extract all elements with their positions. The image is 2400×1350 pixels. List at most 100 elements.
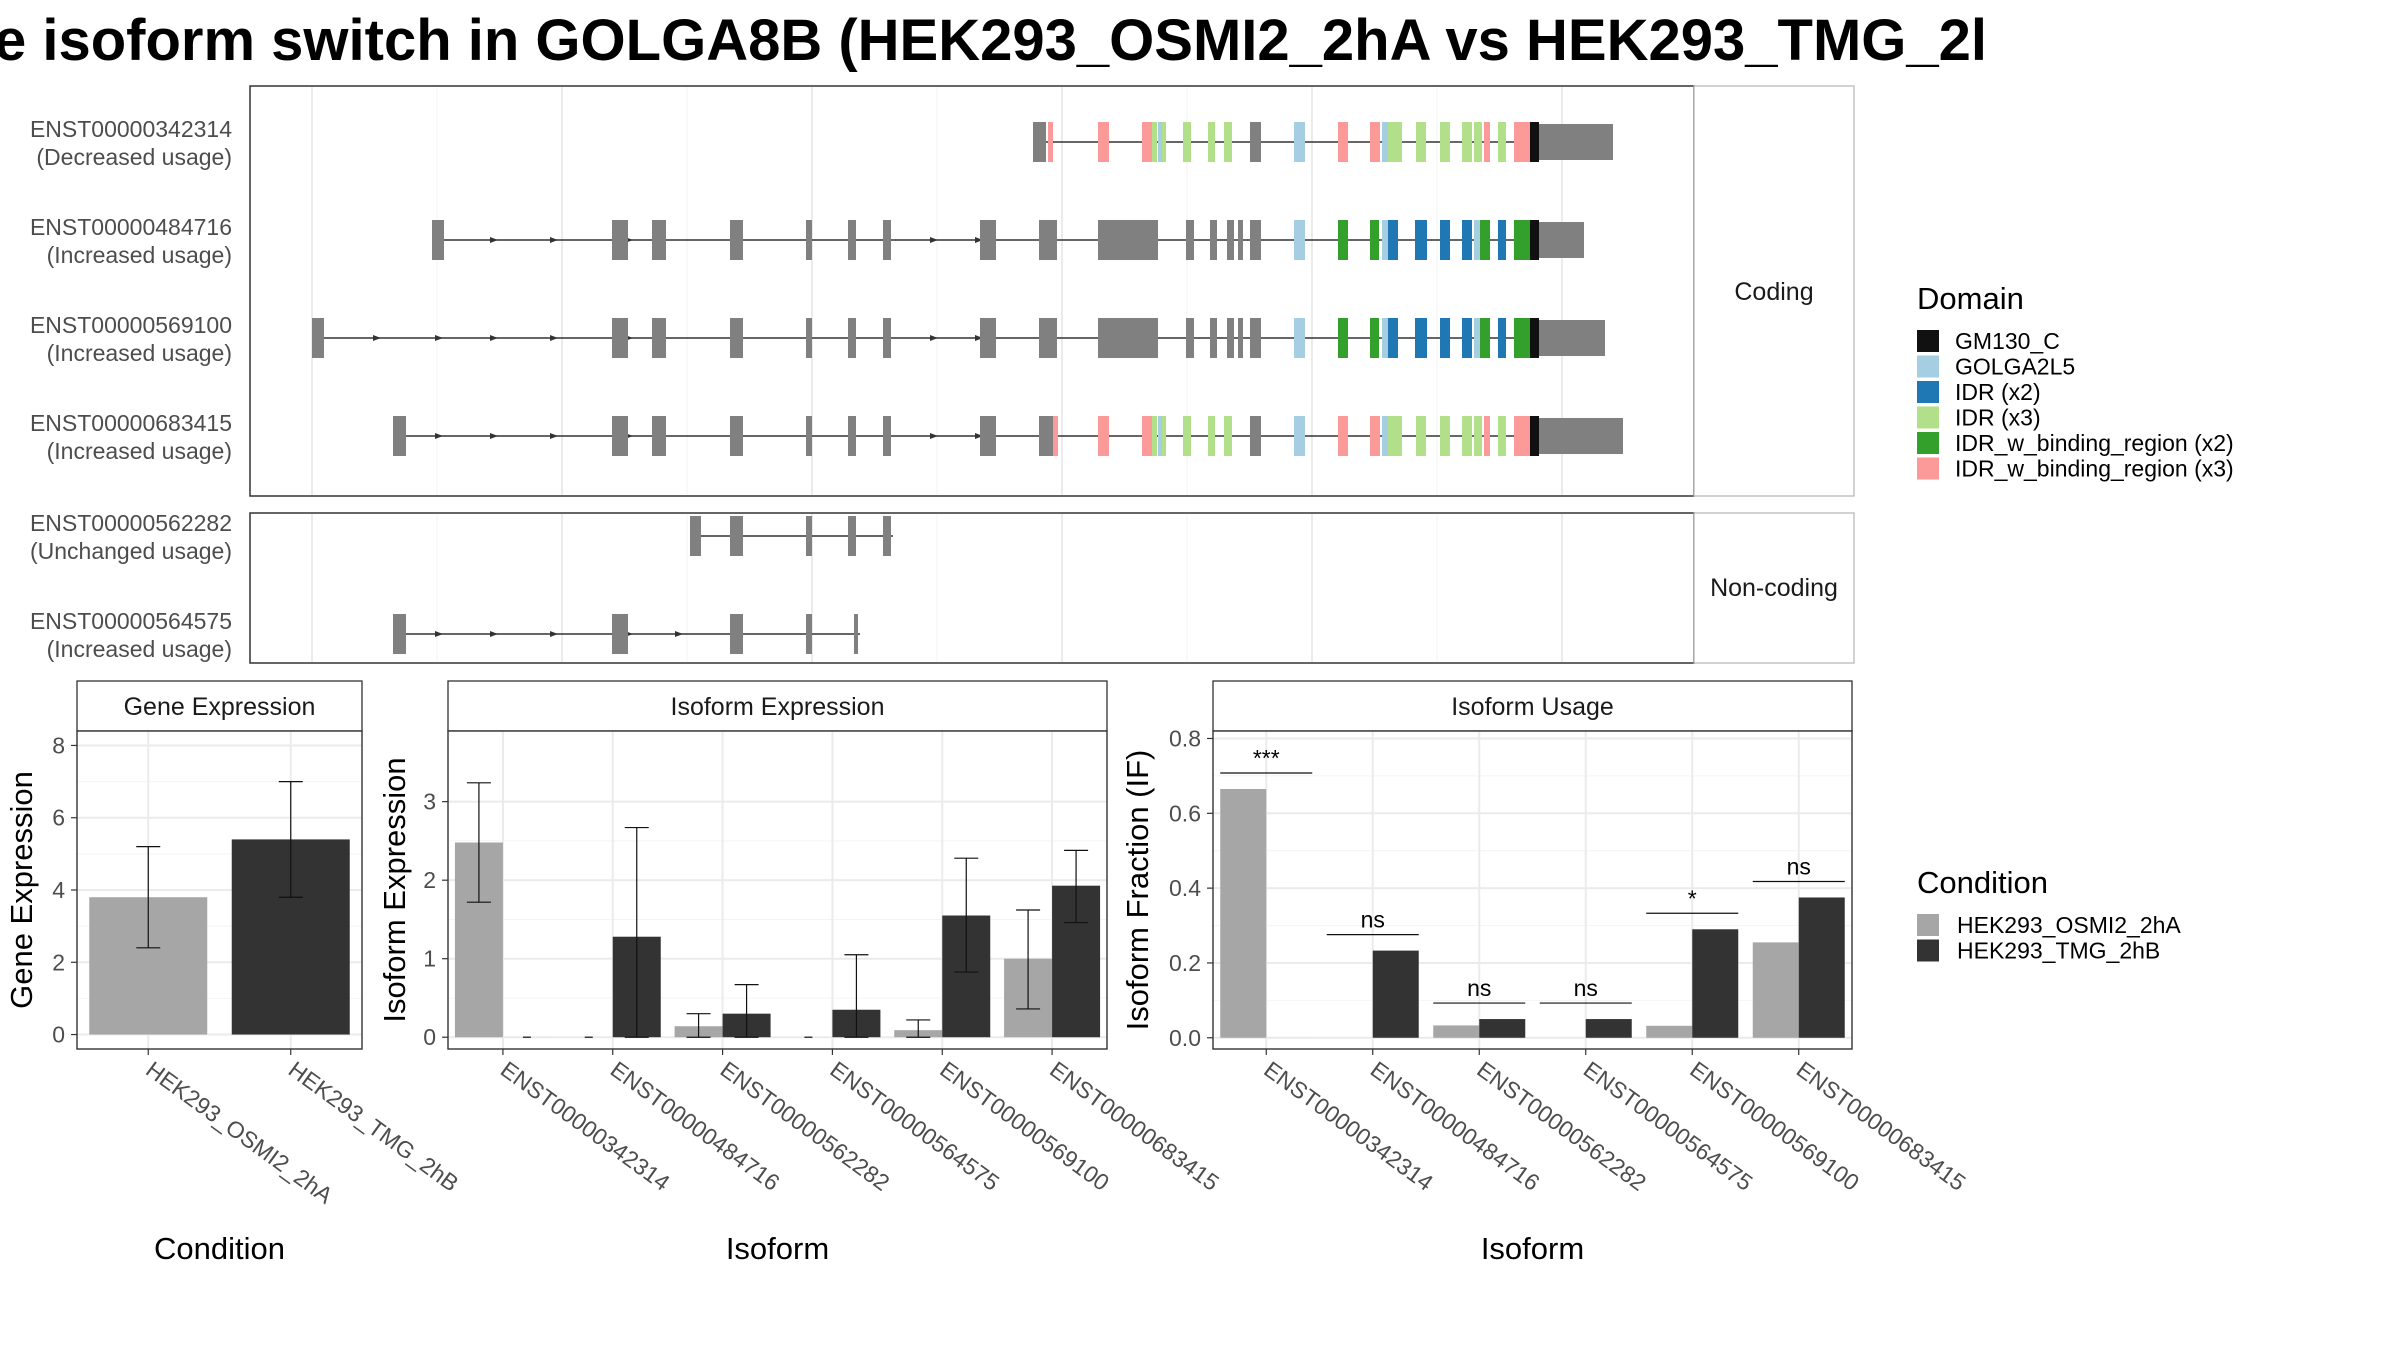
domain-exon <box>1294 220 1305 260</box>
plot-border <box>76 730 363 1050</box>
domain-exon <box>1053 416 1058 456</box>
transcript-usage-label: (Increased usage) <box>47 242 232 268</box>
figure-title: e isoform switch in GOLGA8B (HEK293_OSMI… <box>0 8 1987 73</box>
utr-exon <box>690 516 701 556</box>
utr-exon <box>612 416 628 456</box>
y-tick-label: 4 <box>52 877 65 903</box>
domain-exon <box>1370 122 1380 162</box>
domain-exon <box>1498 416 1506 456</box>
utr-exon <box>848 416 856 456</box>
bar <box>1220 788 1267 1038</box>
strand-arrow <box>490 433 498 439</box>
domain-exon <box>1416 122 1426 162</box>
utr-exon <box>883 318 891 358</box>
strand-arrow <box>550 237 558 243</box>
domain-exon <box>1370 220 1379 260</box>
isoform-expression-chart: Isoform Expression0123ENST00000342314ENS… <box>377 680 1224 1266</box>
coding-exon <box>1539 418 1623 454</box>
utr-exon <box>806 614 812 654</box>
domain-exon <box>1294 416 1305 456</box>
transcript-usage-label: (Decreased usage) <box>36 144 232 170</box>
bar <box>1752 942 1799 1038</box>
domain-exon <box>1370 416 1380 456</box>
utr-exon <box>312 318 324 358</box>
chart-title: Isoform Usage <box>1451 693 1614 721</box>
utr-exon <box>1039 220 1057 260</box>
domain-legend-label: IDR (x3) <box>1955 405 2041 431</box>
domain-exon <box>1208 122 1215 162</box>
plot-area <box>1213 731 1852 1049</box>
domain-exon <box>1474 220 1480 260</box>
y-axis-title: Gene Expression <box>4 771 39 1009</box>
domain-exon <box>1224 122 1232 162</box>
domain-exon <box>1440 416 1450 456</box>
condition-legend-label: HEK293_TMG_2hB <box>1957 938 2160 964</box>
utr-exon <box>806 416 812 456</box>
chart-strip <box>447 680 1108 732</box>
domain-exon <box>1338 318 1348 358</box>
domain-exon <box>1370 318 1379 358</box>
transcript-track-ENST00000569100 <box>312 318 1605 358</box>
coding-exon <box>1539 124 1613 160</box>
y-tick-label: 3 <box>423 789 436 815</box>
domain-exon <box>1388 318 1398 358</box>
domain-exon <box>1388 416 1402 456</box>
domain-exon <box>1498 220 1506 260</box>
plot-border <box>447 730 1108 1050</box>
utr-exon <box>806 318 812 358</box>
y-tick-label: 0 <box>52 1022 65 1048</box>
coding-exon <box>1250 416 1261 456</box>
strand-arrow <box>373 335 381 341</box>
utr-exon <box>1227 318 1234 358</box>
utr-exon <box>393 614 406 654</box>
noncoding-strip-label: Non-coding <box>1710 574 1838 602</box>
transcript-id-label: ENST00000683415 <box>30 410 232 436</box>
y-tick-label: 8 <box>52 732 65 758</box>
utr-exon <box>1186 318 1194 358</box>
condition-legend-key <box>1917 914 1939 936</box>
domain-exon <box>1484 122 1490 162</box>
utr-exon <box>806 220 812 260</box>
y-tick-label: 0.6 <box>1169 800 1201 826</box>
utr-exon <box>883 220 891 260</box>
domain-exon <box>1382 318 1388 358</box>
domain-exon <box>1382 220 1388 260</box>
domain-exon <box>1162 122 1166 162</box>
domain-exon <box>1474 416 1482 456</box>
utr-exon <box>432 220 444 260</box>
domain-exon <box>1514 318 1530 358</box>
domain-exon <box>1514 416 1530 456</box>
domain-exon <box>1514 122 1530 162</box>
transcript-tracks <box>312 122 1623 654</box>
y-tick-label: 1 <box>423 946 436 972</box>
strand-arrow <box>435 433 443 439</box>
bar <box>1646 1025 1693 1038</box>
domain-legend-key <box>1917 381 1939 403</box>
coding-exon <box>1539 222 1584 258</box>
isoform-usage-chart: Isoform Usage0.00.20.40.60.8ENST00000342… <box>1120 680 1971 1266</box>
y-axis-title: Isoform Fraction (IF) <box>1120 750 1155 1031</box>
strand-arrow <box>975 433 983 439</box>
utr-exon <box>652 416 666 456</box>
coding-exon <box>1238 220 1243 260</box>
domain-exon <box>1098 416 1109 456</box>
utr-exon <box>730 614 743 654</box>
coding-exon <box>1250 122 1261 162</box>
domain-exon <box>1338 416 1348 456</box>
bar <box>1479 1019 1526 1038</box>
domain-exon <box>1338 122 1348 162</box>
y-axis-title: Isoform Expression <box>377 757 412 1022</box>
domain-legend-key <box>1917 457 1939 480</box>
condition-legend-title: Condition <box>1917 865 2048 900</box>
significance-label: ns <box>1787 853 1811 879</box>
utr-exon <box>1227 220 1234 260</box>
utr-exon <box>848 516 856 556</box>
utr-exon <box>1039 416 1053 456</box>
domain-exon <box>1514 220 1530 260</box>
domain-exon <box>1530 122 1539 162</box>
chart-title: Gene Expression <box>124 693 316 721</box>
transcript-track-ENST00000562282 <box>690 516 893 556</box>
domain-exon <box>1530 416 1539 456</box>
